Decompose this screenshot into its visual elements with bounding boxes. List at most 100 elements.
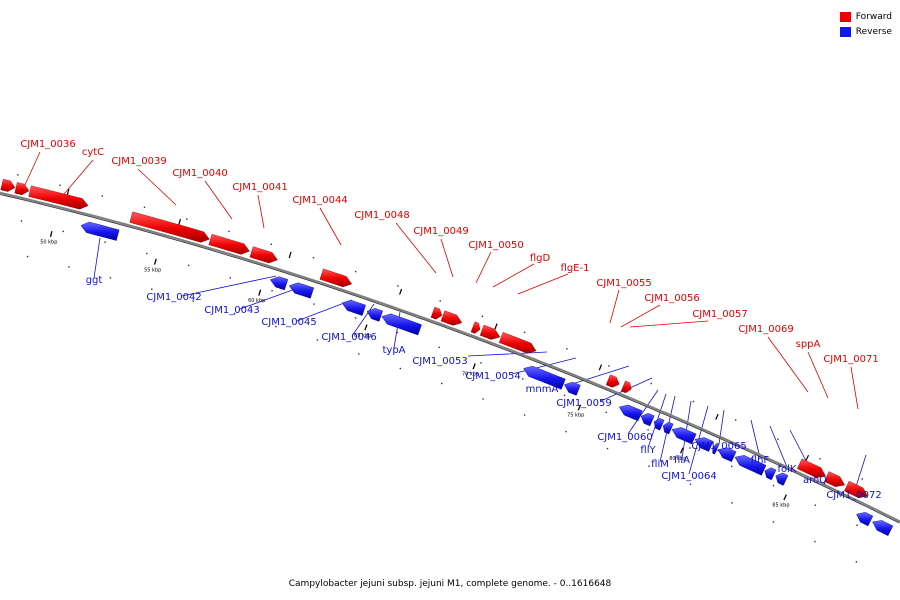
forward-gene[interactable]	[430, 306, 443, 320]
reverse-gene-label[interactable]: fliM	[651, 459, 669, 470]
reverse-gene[interactable]	[653, 417, 665, 431]
legend-reverse: Reverse	[839, 24, 892, 39]
reverse-gene-label[interactable]: flhF	[751, 455, 770, 466]
forward-gene-label[interactable]: CJM1_0044	[292, 195, 347, 206]
forward-gene-label[interactable]: CJM1_0071	[823, 354, 878, 365]
reverse-gene-label[interactable]: mnmA	[526, 384, 559, 395]
forward-gene-label[interactable]: CJM1_0050	[468, 240, 523, 251]
reverse-gene-label[interactable]: CJM1_0045	[261, 317, 316, 328]
guide-dot	[819, 458, 821, 460]
reverse-gene[interactable]	[717, 447, 737, 462]
forward-gene-label[interactable]: flgE-1	[561, 263, 590, 274]
reverse-gene[interactable]	[564, 381, 581, 396]
forward-gene-label[interactable]: CJM1_0057	[692, 309, 747, 320]
reverse-gene[interactable]	[288, 282, 315, 299]
leader-line	[517, 273, 569, 295]
reverse-gene-label[interactable]: aroQ	[803, 475, 827, 486]
forward-gene-label[interactable]: CJM1_0069	[738, 324, 793, 335]
reverse-gene-label[interactable]: typA	[382, 345, 405, 356]
reverse-gene[interactable]	[80, 221, 120, 241]
guide-dot	[605, 411, 607, 414]
genome-backbone-shadow	[0, 194, 900, 524]
feature-dash	[715, 413, 719, 420]
reverse-gene[interactable]	[662, 421, 674, 435]
forward-gene-label[interactable]: CJM1_0055	[596, 278, 651, 289]
forward-gene[interactable]	[319, 268, 353, 288]
forward-gene-label[interactable]: cytC	[82, 147, 104, 158]
tick-mark	[577, 404, 582, 411]
guide-dot	[735, 419, 737, 421]
guide-dot	[397, 285, 399, 287]
reverse-gene[interactable]	[269, 276, 289, 291]
guide-dot	[650, 382, 652, 385]
feature-dash	[66, 188, 70, 195]
reverse-gene[interactable]	[712, 442, 720, 455]
reverse-gene-label[interactable]: CJM1_0042	[146, 292, 201, 303]
forward-gene[interactable]	[440, 310, 463, 326]
guide-dot	[692, 400, 695, 403]
reverse-gene[interactable]	[381, 313, 422, 336]
reverse-gene[interactable]	[694, 437, 714, 452]
reverse-gene[interactable]	[523, 365, 566, 390]
reverse-gene[interactable]	[341, 299, 366, 316]
guide-dot	[20, 220, 23, 222]
reverse-gene-label[interactable]: CJM1_0046	[321, 332, 376, 343]
reverse-gene[interactable]	[764, 467, 777, 481]
reverse-gene-label[interactable]: fliY	[640, 445, 656, 456]
forward-gene-label[interactable]: CJM1_0041	[232, 182, 287, 193]
reverse-gene-label[interactable]: CJM1_0072	[826, 490, 881, 501]
guide-dot	[689, 483, 692, 485]
reverse-gene-label[interactable]: CJM1_0065	[691, 441, 746, 452]
gene-labels: CJM1_0036 cytC CJM1_0039 CJM1_0040 CJM1_0041…	[20, 139, 881, 501]
guide-dot	[438, 346, 440, 349]
reverse-gene[interactable]	[366, 308, 383, 322]
forward-gene-label[interactable]: sppA	[796, 339, 821, 350]
reverse-gene-label[interactable]: ggt	[86, 275, 103, 286]
reverse-gene[interactable]	[856, 512, 874, 527]
forward-gene[interactable]	[28, 185, 89, 210]
forward-gene[interactable]	[129, 211, 210, 243]
forward-gene[interactable]	[844, 480, 869, 499]
reverse-gene-label[interactable]: CJM1_0064	[661, 471, 716, 482]
genome-backbone	[0, 191, 900, 523]
forward-gene[interactable]	[208, 233, 250, 255]
forward-gene[interactable]	[824, 471, 846, 487]
guide-dot	[354, 317, 357, 319]
forward-gene-label[interactable]: CJM1_0036	[20, 139, 75, 150]
forward-gene[interactable]	[0, 178, 16, 192]
reverse-gene[interactable]	[618, 404, 643, 422]
reverse-gene-label[interactable]: CJM1_0053	[412, 356, 467, 367]
reverse-gene[interactable]	[734, 455, 767, 476]
guide-dot	[439, 300, 441, 302]
forward-gene-label[interactable]: CJM1_0056	[644, 293, 699, 304]
reverse-gene[interactable]	[872, 520, 894, 536]
reverse-gene[interactable]	[640, 413, 655, 427]
forward-gene[interactable]	[14, 182, 30, 196]
reverse-gene[interactable]	[671, 427, 697, 445]
guide-dot	[62, 230, 64, 233]
reverse-gene[interactable]	[775, 472, 789, 486]
reverse-gene-label[interactable]: folK	[778, 464, 797, 475]
tick-mark	[258, 289, 262, 296]
forward-gene[interactable]	[498, 332, 537, 354]
reverse-gene-label[interactable]: CJM1_0043	[204, 305, 259, 316]
forward-gene[interactable]	[605, 374, 620, 388]
reverse-gene-label[interactable]: CJM1_0059	[556, 398, 611, 409]
tick-mark	[680, 447, 684, 454]
forward-gene-label[interactable]: CJM1_0049	[413, 226, 468, 237]
reverse-gene-label[interactable]: CJM1_0054	[465, 371, 520, 382]
forward-gene[interactable]	[470, 321, 481, 334]
forward-gene-label[interactable]: CJM1_0040	[172, 168, 227, 179]
forward-gene[interactable]	[249, 246, 278, 264]
forward-gene-label[interactable]: CJM1_0048	[354, 210, 409, 221]
reverse-gene-label[interactable]: fliA	[674, 455, 690, 466]
reverse-gene-label[interactable]: CJM1_0060	[597, 432, 652, 443]
forward-gene[interactable]	[479, 324, 501, 340]
forward-gene[interactable]	[620, 380, 632, 394]
guide-dot	[26, 255, 29, 258]
leader-line	[319, 207, 342, 246]
forward-gene[interactable]	[797, 458, 826, 478]
forward-gene-label[interactable]: CJM1_0039	[111, 156, 166, 167]
legend: Forward Reverse	[839, 9, 892, 39]
forward-gene-label[interactable]: flgD	[530, 253, 551, 264]
